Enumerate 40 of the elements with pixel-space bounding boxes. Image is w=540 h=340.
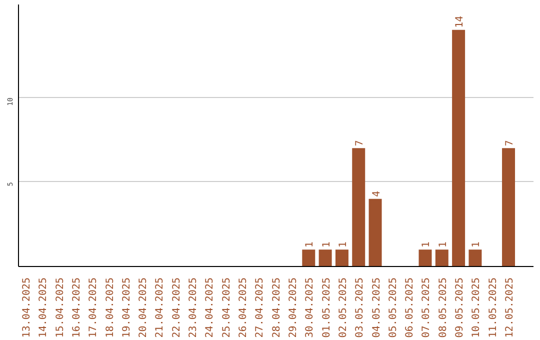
x-tick-label: 20.04.2025 bbox=[138, 277, 150, 338]
x-tick-label: 13.04.2025 bbox=[21, 277, 32, 338]
data-label: 7 bbox=[354, 140, 366, 146]
x-tick-label: 21.04.2025 bbox=[154, 277, 166, 338]
x-tick-label: 09.05.2025 bbox=[454, 277, 466, 338]
x-tick-label: 17.04.2025 bbox=[88, 277, 100, 338]
x-tick-label: 07.05.2025 bbox=[421, 277, 432, 338]
x-tick-label: 12.05.2025 bbox=[504, 277, 516, 338]
x-tick-label: 27.04.2025 bbox=[254, 277, 266, 338]
x-tick-label: 14.04.2025 bbox=[38, 277, 50, 338]
x-tick-label: 10.05.2025 bbox=[471, 277, 482, 338]
x-tick-label: 06.05.2025 bbox=[404, 277, 416, 338]
x-tick-label: 02.05.2025 bbox=[338, 277, 349, 338]
data-label: 1 bbox=[321, 242, 332, 248]
x-tick-label: 24.04.2025 bbox=[204, 277, 216, 338]
x-tick-label: 23.04.2025 bbox=[188, 277, 200, 338]
x-tick-label: 18.04.2025 bbox=[104, 277, 116, 338]
x-tick-label: 30.04.2025 bbox=[304, 277, 316, 338]
data-label: 1 bbox=[304, 242, 316, 248]
data-label: 4 bbox=[371, 190, 382, 197]
x-tick-label: 03.05.2025 bbox=[354, 277, 366, 338]
x-tick-label: 04.05.2025 bbox=[371, 277, 382, 338]
x-tick-label: 11.05.2025 bbox=[488, 277, 499, 338]
x-tick-label: 01.05.2025 bbox=[321, 277, 332, 338]
data-label: 7 bbox=[504, 140, 516, 146]
x-tick-label: 29.04.2025 bbox=[288, 277, 299, 338]
x-tick-label: 16.04.2025 bbox=[71, 277, 82, 338]
x-tick-label: 08.05.2025 bbox=[438, 277, 449, 338]
x-tick-label: 22.04.2025 bbox=[171, 277, 182, 338]
data-label: 14 bbox=[454, 16, 466, 28]
x-tick-label: 26.04.2025 bbox=[238, 277, 250, 338]
x-tick-label: 28.04.2025 bbox=[271, 277, 282, 338]
x-tick-label: 25.04.2025 bbox=[221, 277, 232, 338]
data-label: 1 bbox=[421, 242, 432, 248]
data-label: 1 bbox=[338, 242, 349, 248]
data-label: 1 bbox=[438, 242, 449, 248]
x-tick-label: 15.04.2025 bbox=[54, 277, 66, 338]
x-tick-label: 05.05.2025 bbox=[388, 277, 399, 338]
data-label: 1 bbox=[471, 242, 482, 248]
x-tick-label: 19.04.2025 bbox=[121, 277, 132, 338]
